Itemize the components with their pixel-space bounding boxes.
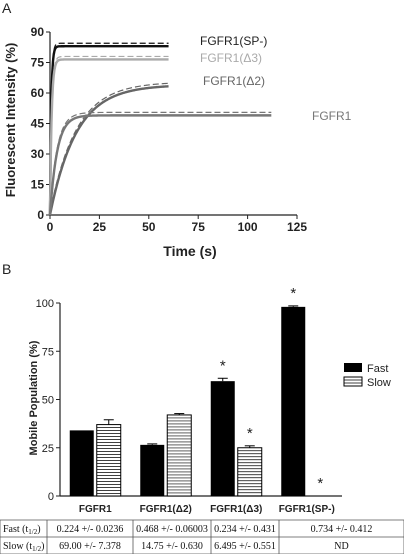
- table-cell: 0.734 +/- 0.412: [311, 524, 373, 535]
- series-fit-line: [49, 82, 169, 213]
- panel-b-y-tick-label: 0: [48, 491, 54, 503]
- panel-a-y-tick-label: 15: [31, 178, 45, 192]
- bar-slow: [166, 414, 192, 497]
- panel-a: A Fluorescent Intensity (%) Time (s) 0 15…: [2, 0, 352, 259]
- legend-slow-swatch: [343, 376, 363, 387]
- table-cell: 14.75 +/- 0.630: [141, 541, 203, 552]
- legend-fast-label: Fast: [367, 363, 388, 375]
- panel-a-series-labels: FGFR1(SP-) FGFR1(Δ3) FGFR1(Δ2) FGFR1: [200, 34, 352, 123]
- table-cell: 6.495 +/- 0.551: [214, 541, 276, 552]
- panel-b-y-tick-label: 50: [42, 395, 54, 407]
- table-cell: 69.00 +/- 7.378: [59, 541, 121, 552]
- panel-b-y-tick-label: 25: [42, 443, 54, 455]
- table-row-label: Slow (t1/2): [3, 541, 44, 553]
- bar-fast: [140, 444, 165, 496]
- panel-a-y-tick-label: 0: [37, 208, 44, 222]
- panel-b: B Mobile Population (%) 0 25 50 75 100 FGFR1 F…: [0, 261, 404, 554]
- table-row-label: Fast (t1/2): [3, 524, 41, 536]
- panel-b-category-label: FGFR1(SP-): [279, 504, 335, 515]
- panel-b-category-label: FGFR1(Δ3): [210, 504, 262, 515]
- panel-b-legend: Fast Slow: [343, 363, 391, 389]
- bar-slow: [96, 424, 122, 497]
- panel-a-x-tick-label: 0: [47, 220, 54, 234]
- panel-a-x-tick-label: 75: [192, 220, 206, 234]
- significance-star: *: [317, 475, 323, 492]
- bar-fast: [210, 381, 235, 496]
- significance-star: *: [290, 285, 296, 302]
- series-label: FGFR1(SP-): [200, 34, 267, 48]
- panel-a-x-tick-label: 50: [142, 220, 156, 234]
- legend-fast-swatch: [344, 363, 362, 372]
- panel-b-axes: 0 25 50 75 100 FGFR1 FGFR1(Δ2) FGFR1(Δ3) FGFR1(S…: [36, 298, 342, 515]
- panel-a-x-axis-label: Time (s): [163, 243, 216, 259]
- panel-a-y-tick-label: 90: [31, 25, 45, 39]
- results-table: Fast (t1/2) 0.224 +/- 0.0236 0.468 +/- 0.0…: [0, 519, 404, 554]
- series-curve: [48, 45, 169, 216]
- significance-star: *: [247, 425, 253, 442]
- series-fit-line: [49, 42, 169, 213]
- panel-b-y-tick-label: 100: [36, 298, 54, 310]
- significance-star: *: [220, 357, 226, 374]
- bar-fast: [281, 306, 306, 496]
- panel-a-label: A: [2, 0, 12, 16]
- panel-a-y-tick-label: 75: [31, 56, 45, 70]
- panel-a-x-tick-label: 100: [238, 220, 258, 234]
- panel-a-y-axis-label: Fluorescent Intensity (%): [3, 43, 18, 198]
- series-curve: [48, 85, 169, 216]
- bar-slow: [237, 447, 263, 497]
- bar-fast: [69, 430, 94, 496]
- panel-a-curves: [48, 42, 272, 216]
- table-cell: 0.224 +/- 0.0236: [57, 524, 124, 535]
- table-cell: ND: [334, 541, 348, 552]
- panel-b-bars: * * * *: [69, 285, 323, 497]
- table-cell: 0.234 +/- 0.431: [214, 524, 276, 535]
- table-cell: 0.468 +/- 0.06003: [136, 524, 208, 535]
- panel-b-label: B: [2, 261, 11, 277]
- series-fit-line: [49, 55, 169, 213]
- series-curve: [48, 58, 169, 216]
- legend-slow-label: Slow: [367, 377, 391, 389]
- panel-a-x-tick-label: 25: [93, 220, 107, 234]
- bar-slow-fill: [166, 414, 192, 497]
- panel-a-y-tick-label: 45: [31, 117, 45, 131]
- panel-b-category-label: FGFR1: [79, 504, 112, 515]
- series-label: FGFR1(Δ2): [203, 74, 265, 88]
- panel-b-y-axis-label: Mobile Population (%): [28, 340, 40, 455]
- series-curve: [48, 114, 272, 216]
- series-label: FGFR1: [312, 109, 352, 123]
- panel-b-y-tick-label: 75: [42, 346, 54, 358]
- panel-a-y-tick-label: 60: [31, 86, 45, 100]
- series-label: FGFR1(Δ3): [200, 51, 262, 65]
- panel-b-category-label: FGFR1(Δ2): [140, 504, 192, 515]
- series-fit-line: [49, 111, 272, 213]
- panel-a-y-tick-label: 30: [31, 147, 45, 161]
- panel-a-axes: 0 15 30 45 60 75 90 0 25 50 75 100 125: [31, 25, 308, 234]
- panel-a-x-tick-label: 125: [287, 220, 307, 234]
